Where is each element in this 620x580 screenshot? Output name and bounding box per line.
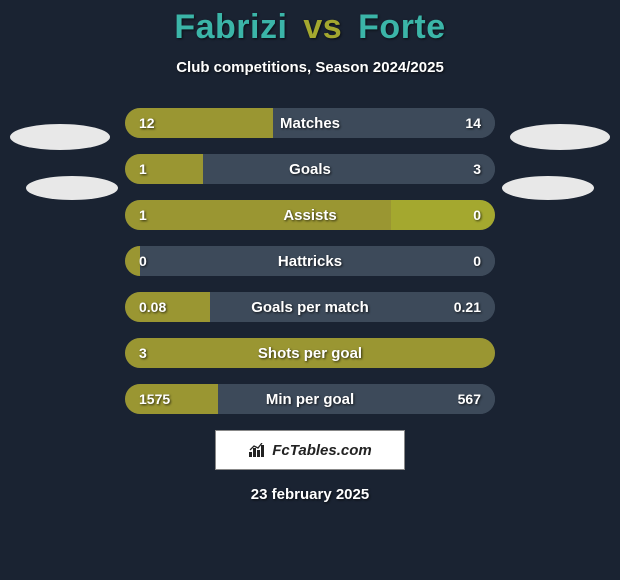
- decor-ellipse-br: [502, 176, 594, 200]
- stat-value-left: 1575: [139, 384, 170, 414]
- vs-label: vs: [303, 8, 342, 46]
- stat-row: Shots per goal3: [125, 338, 495, 368]
- decor-ellipse-bl: [26, 176, 118, 200]
- stat-value-right: 0: [473, 200, 481, 230]
- stat-row: Min per goal1575 567: [125, 384, 495, 414]
- chart-icon: [248, 443, 266, 457]
- stat-row: Assists1 0: [125, 200, 495, 230]
- stat-label: Min per goal: [125, 384, 495, 414]
- stat-row: Goals1 3: [125, 154, 495, 184]
- stat-value-right: 0: [473, 246, 481, 276]
- subtitle: Club competitions, Season 2024/2025: [0, 59, 620, 76]
- stat-value-right: 3: [473, 154, 481, 184]
- stat-row: Hattricks0 0: [125, 246, 495, 276]
- player1-name: Fabrizi: [174, 8, 287, 46]
- stat-value-left: 1: [139, 154, 147, 184]
- main-title: Fabrizi vs Forte: [0, 8, 620, 47]
- stat-label: Goals: [125, 154, 495, 184]
- watermark-text: FcTables.com: [272, 442, 371, 459]
- stat-value-left: 0.08: [139, 292, 166, 322]
- stat-value-right: 567: [458, 384, 481, 414]
- stat-label: Assists: [125, 200, 495, 230]
- player2-name: Forte: [358, 8, 446, 46]
- stat-value-left: 3: [139, 338, 147, 368]
- watermark: FcTables.com: [215, 430, 405, 470]
- comparison-bars: Matches1214Goals13Assists10Hattricks00Go…: [125, 108, 495, 414]
- stat-value-right: 0.21: [454, 292, 481, 322]
- stat-label: Hattricks: [125, 246, 495, 276]
- date-label: 23 february 2025: [0, 486, 620, 503]
- stat-row: Goals per match0.08 0.21: [125, 292, 495, 322]
- comparison-infographic: Fabrizi vs Forte Club competitions, Seas…: [0, 0, 620, 580]
- stat-label: Shots per goal: [125, 338, 495, 368]
- stat-label: Matches: [125, 108, 495, 138]
- decor-ellipse-tr: [510, 124, 610, 150]
- stat-row: Matches12 14: [125, 108, 495, 138]
- stat-label: Goals per match: [125, 292, 495, 322]
- stat-value-right: 14: [465, 108, 481, 138]
- decor-ellipse-tl: [10, 124, 110, 150]
- stat-value-left: 0: [139, 246, 147, 276]
- stat-value-left: 12: [139, 108, 155, 138]
- stat-value-left: 1: [139, 200, 147, 230]
